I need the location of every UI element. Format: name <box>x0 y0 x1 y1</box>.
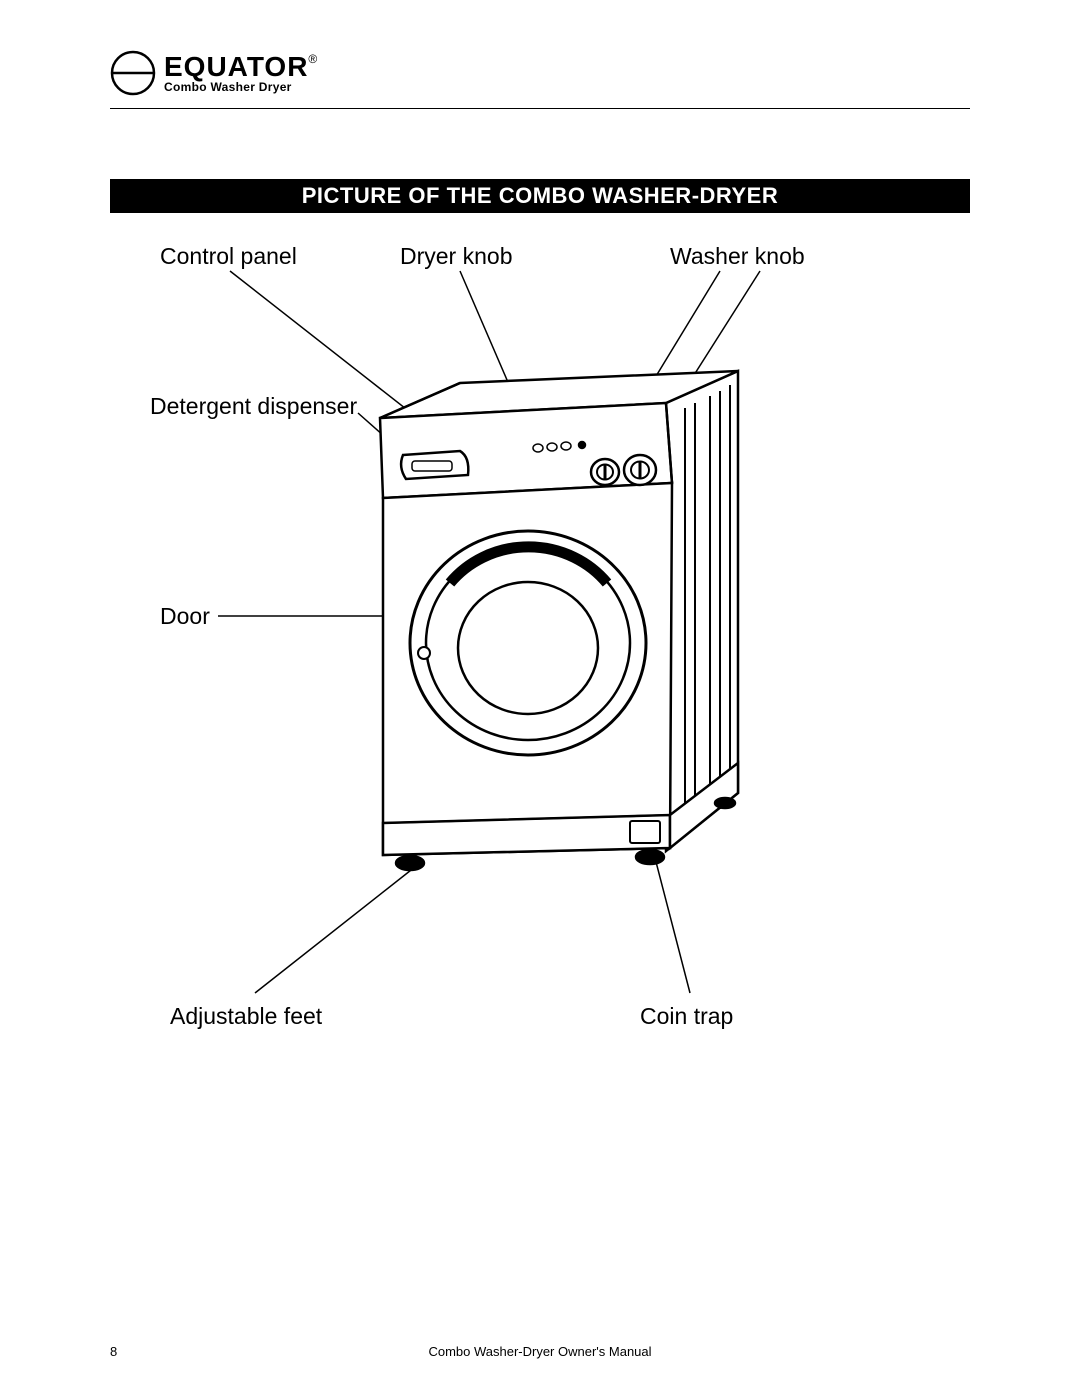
registered-mark: ® <box>308 52 318 66</box>
brand-name: EQUATOR® <box>164 53 318 81</box>
header-rule <box>110 108 970 109</box>
footer-text: Combo Washer-Dryer Owner's Manual <box>428 1344 651 1359</box>
equator-logo-icon <box>110 50 156 96</box>
label-dryer-knob: Dryer knob <box>400 243 512 270</box>
label-adjustable-feet: Adjustable feet <box>170 1003 322 1030</box>
header: EQUATOR® Combo Washer Dryer <box>110 50 970 96</box>
diagram-svg <box>110 223 970 1103</box>
diagram: Control panel Dryer knob Washer knob Det… <box>110 223 970 1103</box>
brand-text: EQUATOR <box>164 51 308 82</box>
label-detergent-dispenser: Detergent dispenser <box>150 393 357 420</box>
footer: 8 Combo Washer-Dryer Owner's Manual <box>110 1344 970 1359</box>
label-washer-knob: Washer knob <box>670 243 805 270</box>
label-coin-trap: Coin trap <box>640 1003 733 1030</box>
label-control-panel: Control panel <box>160 243 297 270</box>
label-door: Door <box>160 603 210 630</box>
page: EQUATOR® Combo Washer Dryer PICTURE OF T… <box>110 50 970 1103</box>
section-title: PICTURE OF THE COMBO WASHER-DRYER <box>110 179 970 213</box>
page-number: 8 <box>110 1344 117 1359</box>
brand-subtitle: Combo Washer Dryer <box>164 81 318 93</box>
brand-block: EQUATOR® Combo Washer Dryer <box>164 53 318 93</box>
